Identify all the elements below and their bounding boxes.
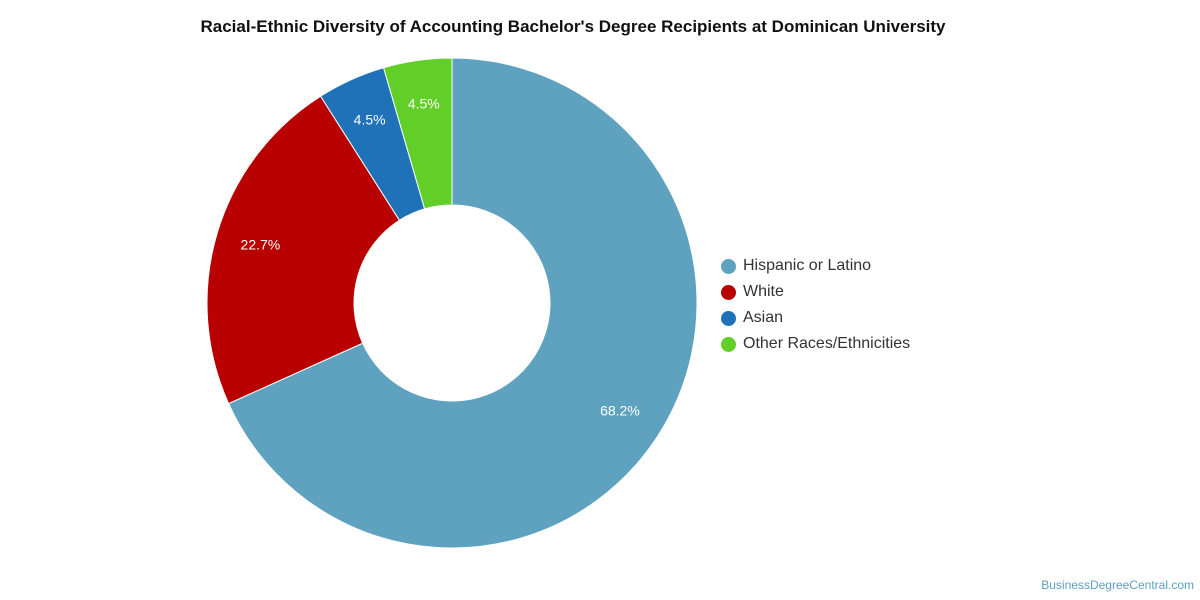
legend-label: Other Races/Ethnicities: [743, 335, 911, 352]
slice-label-other-races-ethnicities: 4.5%: [408, 96, 440, 112]
slice-label-hispanic-or-latino: 68.2%: [600, 402, 640, 418]
legend: Hispanic or Latino White Asian Other Races/…: [721, 253, 910, 357]
legend-swatch: [721, 258, 736, 274]
slice-other-races-ethnicities[interactable]: [382, 57, 453, 210]
legend-item-hispanic-or-latino[interactable]: Hispanic or Latino: [721, 253, 910, 279]
legend-label: Hispanic or Latino: [743, 257, 872, 274]
slice-label-asian: 4.5%: [354, 111, 386, 127]
legend-item-asian[interactable]: Asian: [721, 305, 910, 331]
slice-white[interactable]: [206, 95, 401, 405]
slice-label-white: 22.7%: [241, 236, 281, 252]
legend-swatch: [721, 284, 736, 300]
source-credit[interactable]: BusinessDegreeCentral.com: [1041, 578, 1194, 592]
legend-item-white[interactable]: White: [721, 279, 910, 305]
legend-swatch: [721, 310, 736, 326]
slice-hispanic-or-latino[interactable]: [227, 57, 698, 549]
legend-item-other-races-ethnicities[interactable]: Other Races/Ethnicities: [721, 331, 910, 357]
legend-label: Asian: [743, 309, 784, 326]
legend-label: White: [743, 283, 784, 300]
chart-title: Racial-Ethnic Diversity of Accounting Ba…: [200, 17, 946, 36]
legend-swatch: [721, 336, 736, 352]
